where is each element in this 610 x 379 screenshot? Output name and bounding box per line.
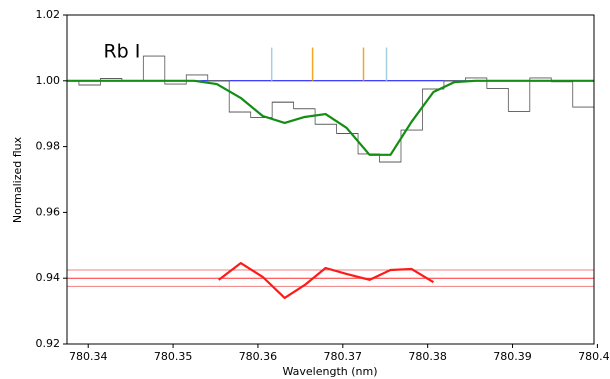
series-line: [218, 261, 435, 300]
y-tick-label: 0.98: [36, 140, 61, 153]
y-tick-label: 0.92: [36, 337, 61, 350]
y-tick-label: 1.00: [36, 74, 61, 87]
y-tick-label: 0.94: [36, 271, 61, 284]
axes-frame: [66, 14, 595, 345]
series-line: [67, 79, 594, 156]
x-tick-label: 780.36: [239, 350, 278, 363]
x-axis-label: Wavelength (nm): [282, 365, 377, 378]
x-tick-label: 780.39: [493, 350, 532, 363]
x-tick-label: 780.37: [324, 350, 363, 363]
x-tick-label: 780.35: [154, 350, 193, 363]
x-tick-label: 780.38: [408, 350, 447, 363]
step-connector: [67, 55, 594, 163]
x-tick-label: 780.40: [578, 350, 610, 363]
y-axis-label: Normalized flux: [11, 136, 24, 223]
x-tick-label: 780.34: [69, 350, 108, 363]
y-tick-label: 1.02: [36, 8, 61, 21]
annotation: Rb I: [103, 40, 140, 62]
plot-area: [67, 47, 594, 300]
y-tick-label: 0.96: [36, 205, 61, 218]
